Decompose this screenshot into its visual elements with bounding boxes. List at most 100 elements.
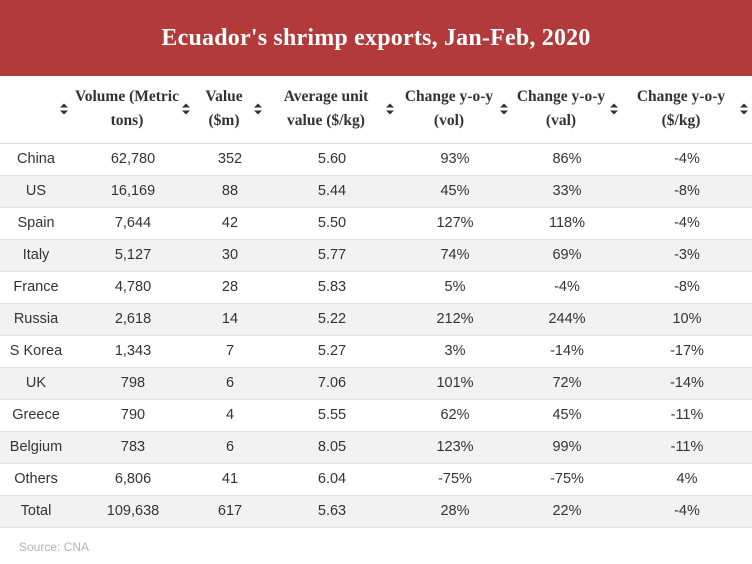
table-cell: 617	[194, 495, 266, 528]
table-cell: 5%	[398, 271, 512, 304]
table-row: S Korea 1,343 7 5.27 3% -14% -17%	[0, 335, 752, 368]
table-cell: 33%	[512, 175, 622, 208]
column-header-label: Volume (Metric tons)	[74, 88, 179, 130]
table-cell: 5.60	[266, 143, 398, 176]
table-cell: 6	[194, 431, 266, 464]
table-body: China 62,780 352 5.60 93% 86% -4% US 16,169 88 5.4…	[0, 143, 752, 528]
table-cell: 5.27	[266, 335, 398, 368]
table-cell: -11%	[622, 399, 752, 432]
sort-arrows-icon[interactable]	[60, 103, 68, 115]
table-cell: -14%	[512, 335, 622, 368]
table-cell: 101%	[398, 367, 512, 400]
table-cell: 2,618	[72, 303, 194, 336]
row-label: UK	[0, 367, 72, 400]
table-row: Spain 7,644 42 5.50 127% 118% -4%	[0, 207, 752, 240]
table-row: Italy 5,127 30 5.77 74% 69% -3%	[0, 239, 752, 272]
table-cell: 5.50	[266, 207, 398, 240]
table-cell: 62%	[398, 399, 512, 432]
column-header-2[interactable]: Value ($m)	[194, 76, 266, 144]
title-banner: Ecuador's shrimp exports, Jan-Feb, 2020	[0, 0, 752, 76]
table-cell: 8.05	[266, 431, 398, 464]
table-row: Greece 790 4 5.55 62% 45% -11%	[0, 399, 752, 432]
table-cell: 7,644	[72, 207, 194, 240]
table-cell: 798	[72, 367, 194, 400]
table-row: France 4,780 28 5.83 5% -4% -8%	[0, 271, 752, 304]
sort-arrows-icon[interactable]	[254, 103, 262, 115]
table-cell: 62,780	[72, 143, 194, 176]
column-header-0[interactable]	[0, 76, 72, 144]
table-cell: 7	[194, 335, 266, 368]
table-row: Others 6,806 41 6.04 -75% -75% 4%	[0, 463, 752, 496]
row-label: China	[0, 143, 72, 176]
table-cell: 10%	[622, 303, 752, 336]
table-cell: 14	[194, 303, 266, 336]
table-cell: 22%	[512, 495, 622, 528]
table-cell: 5,127	[72, 239, 194, 272]
table-cell: 5.77	[266, 239, 398, 272]
table-cell: 5.22	[266, 303, 398, 336]
column-header-6[interactable]: Change y-o-y ($/kg)	[622, 76, 752, 144]
table-cell: 45%	[398, 175, 512, 208]
sort-arrows-icon[interactable]	[610, 103, 618, 115]
table-row: Belgium 783 6 8.05 123% 99% -11%	[0, 431, 752, 464]
row-label: US	[0, 175, 72, 208]
table-cell: -11%	[622, 431, 752, 464]
row-label: Belgium	[0, 431, 72, 464]
column-header-1[interactable]: Volume (Metric tons)	[72, 76, 194, 144]
table-cell: 41	[194, 463, 266, 496]
table-cell: 6,806	[72, 463, 194, 496]
table-cell: 3%	[398, 335, 512, 368]
table-cell: 6.04	[266, 463, 398, 496]
row-label: Greece	[0, 399, 72, 432]
row-label: France	[0, 271, 72, 304]
table-cell: 790	[72, 399, 194, 432]
table-cell: 4,780	[72, 271, 194, 304]
sort-arrows-icon[interactable]	[386, 103, 394, 115]
column-header-5[interactable]: Change y-o-y (val)	[512, 76, 622, 144]
column-header-label: Average unit value ($/kg)	[283, 88, 369, 130]
table-cell: 212%	[398, 303, 512, 336]
table-row: UK 798 6 7.06 101% 72% -14%	[0, 367, 752, 400]
table-cell: -75%	[512, 463, 622, 496]
table-cell: 4	[194, 399, 266, 432]
table-row: Total 109,638 617 5.63 28% 22% -4%	[0, 495, 752, 528]
table-cell: 6	[194, 367, 266, 400]
table-cell: 30	[194, 239, 266, 272]
table-cell: -4%	[622, 207, 752, 240]
table-cell: -4%	[512, 271, 622, 304]
table-cell: 118%	[512, 207, 622, 240]
sort-arrows-icon[interactable]	[182, 103, 190, 115]
table-cell: 72%	[512, 367, 622, 400]
header-row: Volume (Metric tons) Value ($m) Average un…	[0, 76, 752, 144]
table-cell: -4%	[622, 495, 752, 528]
table-cell: 4%	[622, 463, 752, 496]
column-header-label: Change y-o-y ($/kg)	[636, 88, 726, 130]
table-cell: 244%	[512, 303, 622, 336]
table-cell: -75%	[398, 463, 512, 496]
column-header-label: Value ($m)	[205, 88, 243, 130]
table-cell: 5.44	[266, 175, 398, 208]
table-cell: 123%	[398, 431, 512, 464]
table-cell: 69%	[512, 239, 622, 272]
column-header-label: Change y-o-y (vol)	[404, 88, 494, 130]
sort-arrows-icon[interactable]	[500, 103, 508, 115]
row-label: Italy	[0, 239, 72, 272]
column-header-3[interactable]: Average unit value ($/kg)	[266, 76, 398, 144]
column-header-4[interactable]: Change y-o-y (vol)	[398, 76, 512, 144]
table-cell: -8%	[622, 175, 752, 208]
table-cell: 1,343	[72, 335, 194, 368]
table-cell: -8%	[622, 271, 752, 304]
row-label: Others	[0, 463, 72, 496]
table-cell: 16,169	[72, 175, 194, 208]
table-cell: 93%	[398, 143, 512, 176]
table-row: China 62,780 352 5.60 93% 86% -4%	[0, 143, 752, 176]
table-row: Russia 2,618 14 5.22 212% 244% 10%	[0, 303, 752, 336]
table-cell: 783	[72, 431, 194, 464]
table-cell: 7.06	[266, 367, 398, 400]
row-label: Total	[0, 495, 72, 528]
row-label: Russia	[0, 303, 72, 336]
row-label: Spain	[0, 207, 72, 240]
sort-arrows-icon[interactable]	[740, 103, 748, 115]
row-label: S Korea	[0, 335, 72, 368]
table-cell: 5.63	[266, 495, 398, 528]
